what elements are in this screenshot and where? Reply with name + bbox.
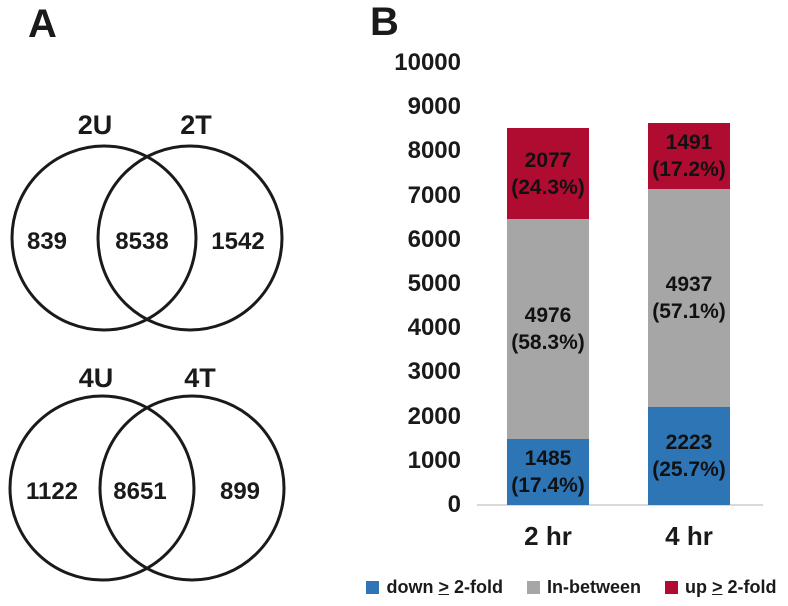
venn-4t-circle <box>98 394 286 582</box>
legend-item-down: down > 2-fold <box>366 577 503 598</box>
y-tick-label: 10000 <box>394 49 461 76</box>
legend-swatch-down-icon <box>366 580 380 594</box>
y-tick-label: 4000 <box>407 314 461 342</box>
bar-segment-2hr-0: 1485 (17.4%) <box>507 439 589 505</box>
venn-2u-circle <box>10 144 198 332</box>
bar-segment-4hr-2: 1491 (17.2%) <box>648 122 730 189</box>
y-tick-label: 7000 <box>407 181 461 209</box>
y-tick-label: 0 <box>447 491 461 518</box>
panel-b: B 0 1000 2000 3000 4000 5000 6000 7000 8000 9000 1… <box>340 0 788 606</box>
bar-segment-label: 4976 (58.3%) <box>511 304 585 355</box>
venn-4u-circle <box>8 394 196 582</box>
legend-swatch-up-icon <box>665 580 678 594</box>
bar-segment-label: 4937 (57.1%) <box>652 272 726 323</box>
y-tick-label: 2000 <box>407 402 461 430</box>
bar-segment-2hr-2: 2077 (24.3%) <box>507 127 589 220</box>
y-tick-label: 9000 <box>407 93 461 121</box>
bar-segment-label: 2223 (25.7%) <box>652 430 726 481</box>
bar-segment-4hr-1: 4937 (57.1%) <box>648 188 730 407</box>
venn-diagrams: 2U 2T 839 8538 1542 4U 4T 1122 8651 899 <box>8 110 286 582</box>
venn-4t-only-count: 899 <box>220 478 260 505</box>
y-tick-label: 1000 <box>407 446 461 474</box>
bar-segment-label: 2077 (24.3%) <box>511 148 585 199</box>
y-tick-label: 8000 <box>407 137 461 165</box>
legend-label-down: down > 2-fold <box>386 576 503 597</box>
y-tick-label: 3000 <box>407 358 461 386</box>
legend-label-up: up > 2-fold <box>685 576 777 597</box>
venn-2t-circle <box>96 144 284 332</box>
venn-2t-only-count: 1542 <box>211 228 264 255</box>
venn-2u-label: 2U <box>78 110 113 140</box>
venn-4u-only-count: 1122 <box>26 478 78 505</box>
panel-a: A 2U 2T 839 8538 1542 4U 4T 1122 8651 89… <box>0 0 340 606</box>
bar-segment-label: 1491 (17.2%) <box>652 130 726 181</box>
venn-4-overlap-count: 8651 <box>113 478 166 505</box>
bar-segment-label: 1485 (17.4%) <box>511 447 585 498</box>
x-axis-line <box>477 504 763 506</box>
panel-b-label: B <box>370 0 399 44</box>
y-tick-label: 5000 <box>407 270 461 297</box>
x-tick-label-2hr: 2 hr <box>524 521 572 551</box>
venn-2t-label: 2T <box>180 110 212 140</box>
x-tick-label-4hr: 4 hr <box>665 521 713 551</box>
venn-4t-label: 4T <box>184 363 216 393</box>
legend-label-inbetween: In-between <box>546 576 641 597</box>
bar-segment-2hr-1: 4976 (58.3%) <box>507 219 589 440</box>
legend-swatch-inbetween-icon <box>526 580 540 594</box>
venn-4u-label: 4U <box>79 363 114 393</box>
bar-segment-4hr-0: 2223 (25.7%) <box>648 406 730 505</box>
legend-item-inbetween: In-between <box>526 576 641 598</box>
legend-item-up: up > 2-fold <box>665 577 777 598</box>
panel-a-label: A <box>28 2 57 46</box>
venn-2-overlap-count: 8538 <box>115 228 168 255</box>
y-tick-label: 6000 <box>407 225 461 253</box>
chart-legend: down > 2-fold In-between up > 2-fold <box>355 574 788 600</box>
venn-2u-only-count: 839 <box>27 228 67 255</box>
